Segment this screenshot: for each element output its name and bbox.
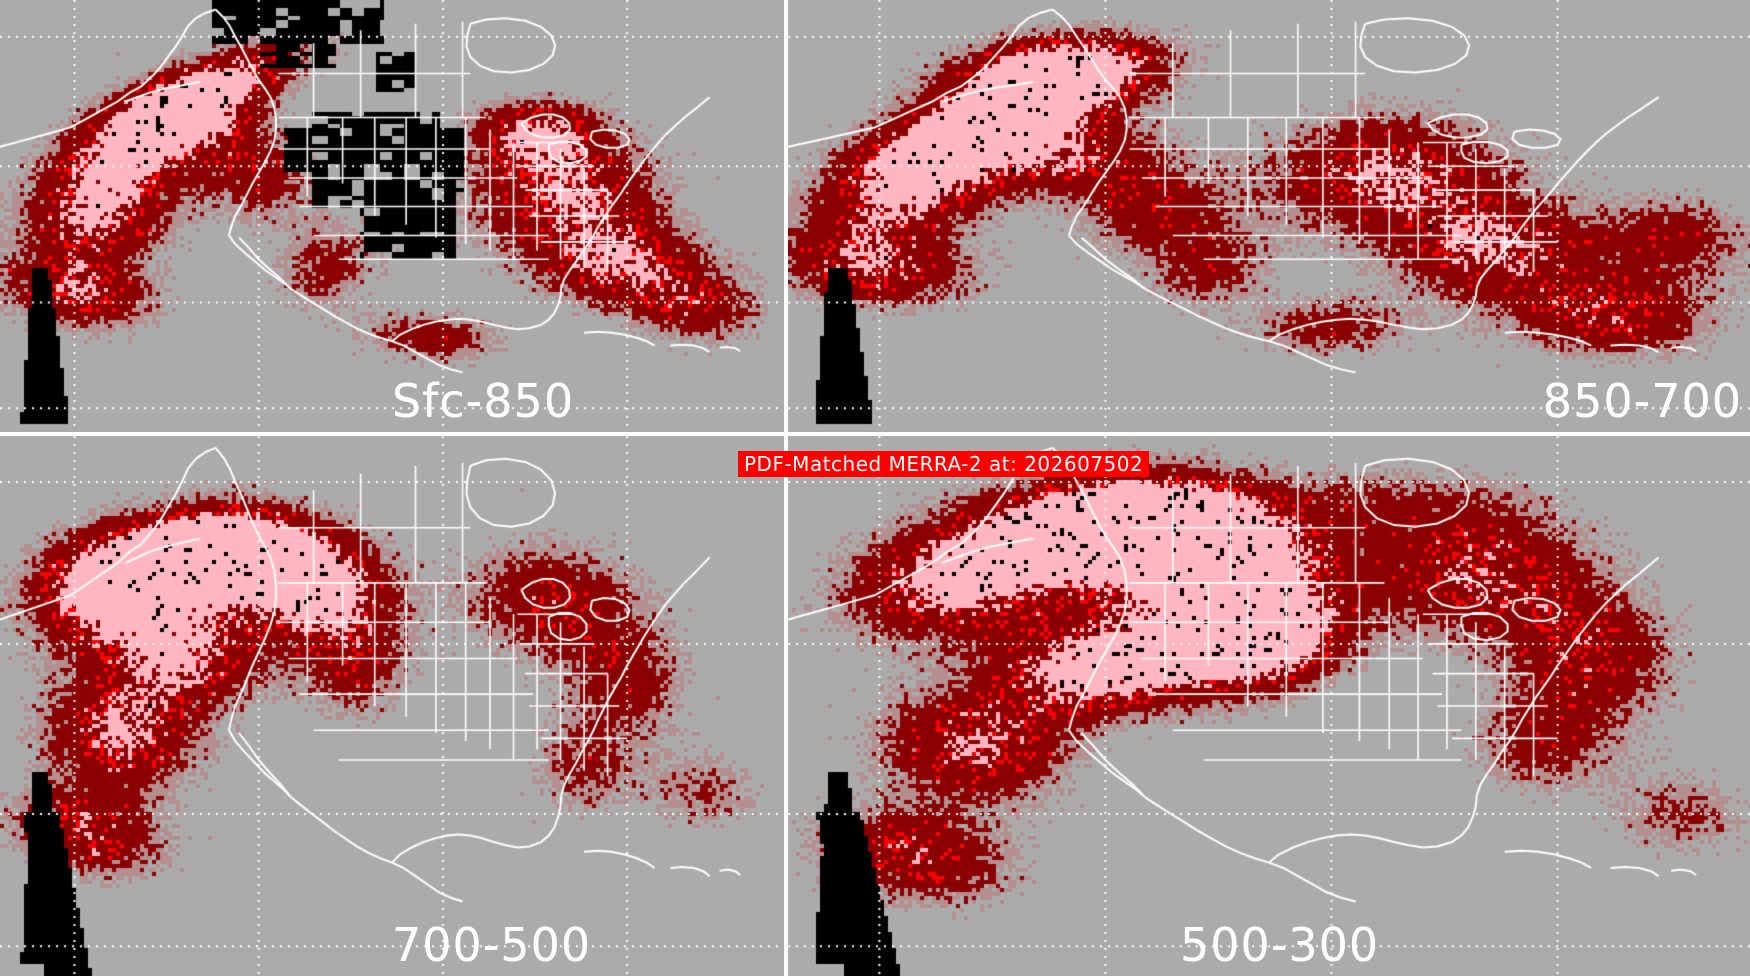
- panel-850-700: 850-700: [788, 0, 1750, 432]
- panel-label-850-700: 850-700: [1542, 374, 1742, 428]
- map-canvas-500-300: [788, 436, 1750, 976]
- panel-label-700-500: 700-500: [392, 918, 592, 972]
- panel-label-500-300: 500-300: [1180, 918, 1380, 972]
- vertical-panel-divider: [784, 0, 788, 976]
- panel-sfc-850: Sfc-850: [0, 0, 784, 432]
- map-canvas-sfc-850: [0, 0, 784, 432]
- map-canvas-700-500: [0, 436, 784, 976]
- horizontal-panel-divider: [0, 432, 1750, 436]
- panel-700-500: 700-500: [0, 436, 784, 976]
- map-canvas-850-700: [788, 0, 1750, 432]
- panel-500-300: 500-300: [788, 436, 1750, 976]
- panel-label-sfc-850: Sfc-850: [392, 374, 575, 428]
- title-banner: PDF-Matched MERRA-2 at: 202607502: [738, 451, 1150, 477]
